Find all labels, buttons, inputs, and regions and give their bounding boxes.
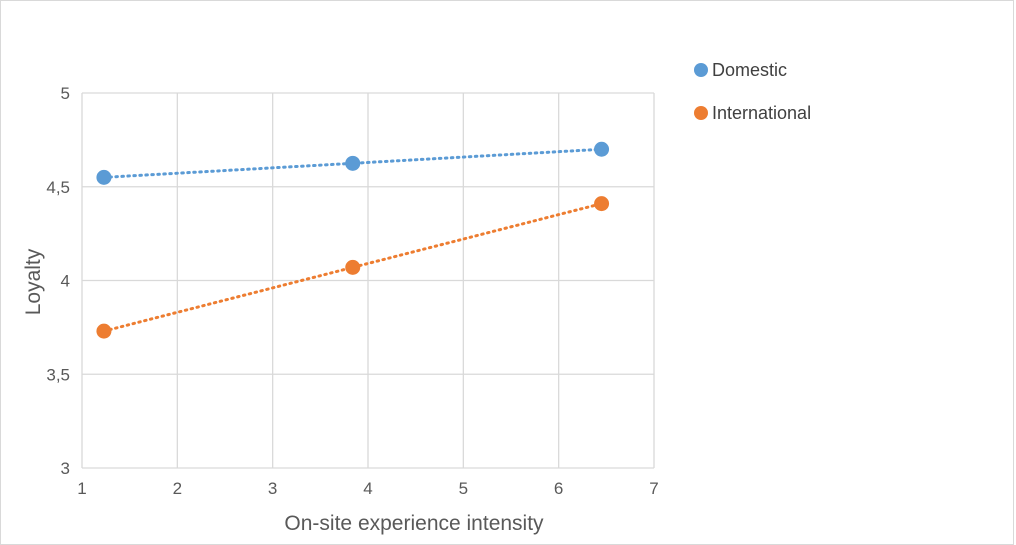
x-axis-ticks: 1 2 3 4 5 6 7	[77, 479, 658, 498]
y-tick-label: 3	[61, 459, 70, 478]
x-tick-label: 4	[363, 479, 372, 498]
legend-label: Domestic	[712, 60, 787, 80]
x-axis-title: On-site experience intensity	[284, 512, 544, 535]
legend-marker	[694, 106, 708, 120]
y-tick-label: 4,5	[46, 178, 70, 197]
legend-item-domestic: Domestic	[694, 60, 787, 80]
legend-marker	[694, 63, 708, 77]
y-axis-title: Loyalty	[22, 248, 45, 315]
x-tick-label: 6	[554, 479, 563, 498]
data-point-international	[594, 196, 610, 212]
series-layer	[96, 141, 610, 339]
data-point-international	[96, 323, 112, 339]
y-axis-ticks: 3 3,5 4 4,5 5	[46, 84, 70, 478]
x-tick-label: 1	[77, 479, 86, 498]
data-point-domestic	[594, 141, 610, 157]
y-tick-label: 5	[61, 84, 70, 103]
data-point-domestic	[345, 155, 361, 171]
grid	[81, 92, 655, 469]
legend: Domestic International	[694, 60, 811, 123]
data-point-international	[345, 259, 361, 275]
data-point-domestic	[96, 169, 112, 185]
y-tick-label: 4	[61, 272, 70, 291]
x-tick-label: 7	[649, 479, 658, 498]
legend-item-international: International	[694, 103, 811, 123]
x-tick-label: 2	[173, 479, 182, 498]
x-tick-label: 3	[268, 479, 277, 498]
legend-label: International	[712, 103, 811, 123]
x-tick-label: 5	[459, 479, 468, 498]
trendline-domestic	[102, 147, 604, 179]
y-tick-label: 3,5	[46, 365, 70, 384]
